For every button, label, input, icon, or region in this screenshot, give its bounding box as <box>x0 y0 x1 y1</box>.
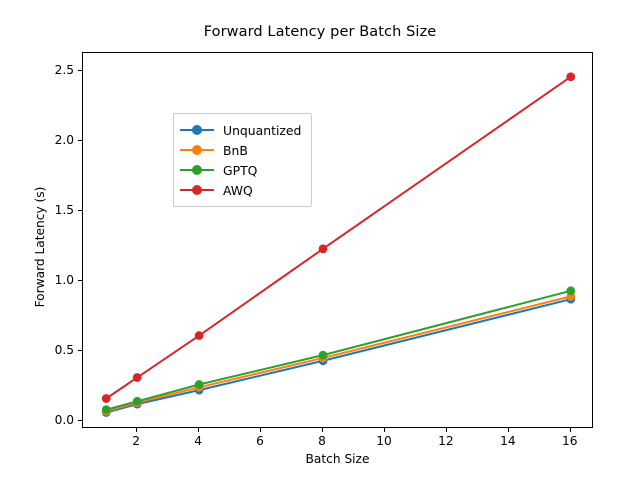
x-tick-label: 2 <box>132 434 141 448</box>
y-tick-label: 1.5 <box>54 203 74 218</box>
y-tick-mark <box>78 419 82 421</box>
data-point-marker <box>566 72 576 82</box>
y-tick-mark <box>78 349 82 352</box>
y-tick-mark <box>78 140 82 142</box>
x-tick-label: 16 <box>562 434 578 448</box>
data-point-marker <box>566 286 576 296</box>
y-tick-label: 0.5 <box>54 342 74 357</box>
y-tick-mark <box>78 70 82 72</box>
x-tick-label: 10 <box>376 434 392 448</box>
y-tick-label: 2.0 <box>54 133 74 148</box>
data-point-marker <box>318 244 328 254</box>
x-tick-label: 14 <box>500 434 516 448</box>
data-point-marker <box>132 396 142 406</box>
x-tick-mark <box>198 428 200 432</box>
y-tick-mark <box>78 210 82 212</box>
x-tick-mark <box>507 428 509 432</box>
y-tick-mark <box>78 280 82 282</box>
legend-item-bnb[interactable]: BnB <box>180 140 301 160</box>
x-tick-label: 6 <box>256 434 264 448</box>
data-point-marker <box>101 405 111 415</box>
legend-swatch-icon <box>180 182 214 198</box>
x-tick-mark <box>445 428 447 432</box>
x-tick-mark <box>383 428 386 432</box>
series-line <box>105 295 572 413</box>
legend-label: BnB <box>223 142 248 158</box>
series-line <box>105 298 572 414</box>
legend-swatch-icon <box>180 122 214 138</box>
page-title: Forward Latency per Batch Size <box>203 24 437 40</box>
data-point-marker <box>132 373 142 382</box>
legend-item-gptq[interactable]: GPTQ <box>180 160 301 180</box>
y-tick-label: 1.0 <box>54 273 74 287</box>
y-tick-label: 2.5 <box>54 63 74 78</box>
plot-area: Unquantized BnB GPTQ AWQ <box>82 52 593 428</box>
y-tick-label: 0.0 <box>54 412 74 427</box>
data-point-marker <box>194 331 204 340</box>
data-point-marker <box>194 380 204 389</box>
y-axis-label: Forward Latency (s) <box>33 186 47 308</box>
legend-label: Unquantized <box>223 122 302 138</box>
legend: Unquantized BnB GPTQ AWQ <box>173 113 313 207</box>
x-tick-mark <box>260 428 262 432</box>
x-tick-label: 12 <box>438 434 454 448</box>
data-series-svg <box>101 72 576 417</box>
x-axis-label: Batch Size <box>305 452 370 466</box>
x-tick-mark <box>569 428 571 432</box>
data-point-marker <box>101 394 111 403</box>
legend-item-unquantized[interactable]: Unquantized <box>180 120 301 140</box>
x-tick-mark <box>136 428 138 432</box>
legend-swatch-icon <box>180 142 214 158</box>
data-point-marker <box>318 350 328 360</box>
x-tick-label: 4 <box>194 434 203 448</box>
legend-swatch-icon <box>180 162 214 178</box>
x-tick-label: 8 <box>318 434 326 448</box>
x-tick-mark <box>322 428 324 432</box>
legend-label: GPTQ <box>223 162 258 178</box>
legend-item-awq[interactable]: AWQ <box>180 180 301 200</box>
legend-label: AWQ <box>223 182 253 198</box>
